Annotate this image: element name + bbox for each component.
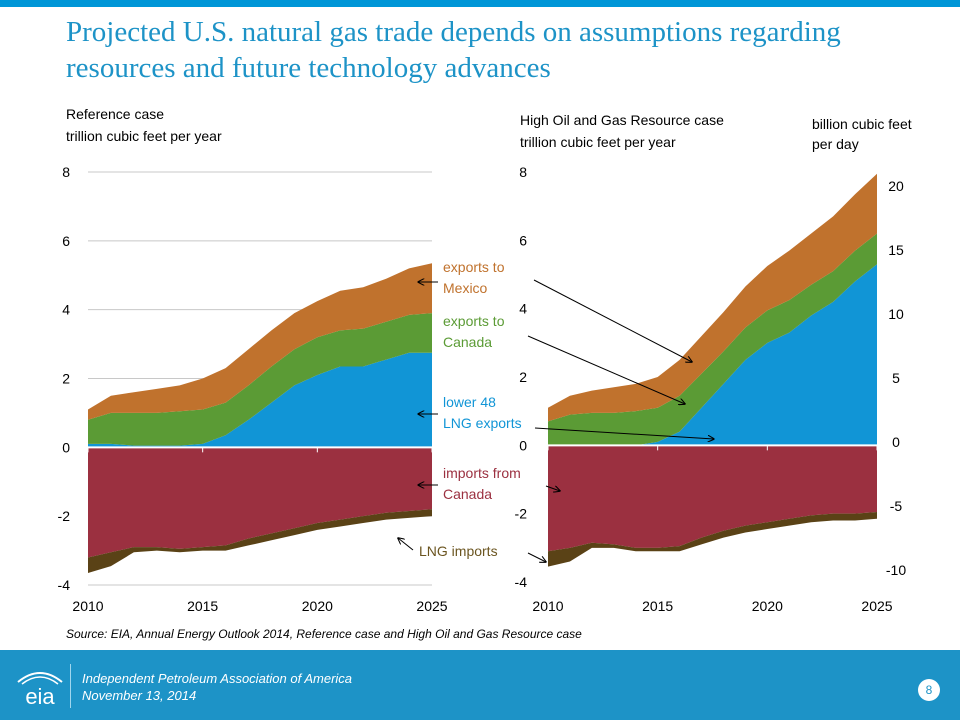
- page-title: Projected U.S. natural gas trade depends…: [66, 16, 841, 84]
- arrow-lower-48-lng-right: [534, 427, 714, 439]
- right-y-tick-label: 0: [519, 437, 527, 453]
- right-chart-title: High Oil and Gas Resource case: [520, 112, 724, 128]
- left-x-tick-label: 2025: [416, 598, 447, 614]
- left-y-tick-label: 2: [62, 371, 70, 387]
- right-y2-tick-label: -10: [886, 562, 906, 578]
- annotations: exports to Mexico exports to Canada lower 48…: [398, 259, 714, 562]
- left-area-lng-imports: [88, 509, 432, 573]
- left-x-tick-label: 2010: [72, 598, 103, 614]
- left-y-tick-label: -4: [58, 577, 71, 593]
- footer-organization: Independent Petroleum Association of Ame…: [82, 671, 353, 686]
- right-y2-tick-label: 20: [888, 178, 904, 194]
- annotation-exports-to-mexico-line1: exports to: [443, 259, 505, 275]
- arrow-lng-imports-right: [527, 552, 546, 562]
- page-number: 8: [918, 679, 940, 701]
- right-y-tick-label: 6: [519, 232, 527, 248]
- right-y2-tick-label: 5: [892, 370, 900, 386]
- left-chart-ylabel: trillion cubic feet per year: [66, 128, 222, 144]
- arrow-exports-to-mexico-right: [533, 279, 692, 362]
- annotation-exports-to-mexico-line2: Mexico: [443, 280, 488, 296]
- right-area-imports-from-canada: [548, 445, 877, 552]
- left-x-tick-label: 2020: [302, 598, 333, 614]
- right-y2-tick-label: 15: [888, 242, 904, 258]
- right-area-exports-to-canada: [548, 233, 877, 446]
- left-y-tick-label: 0: [62, 439, 70, 455]
- left-y-tick-label: -2: [58, 508, 71, 524]
- left-y-tick-label: 8: [62, 164, 70, 180]
- right-x-tick-label: 2015: [642, 598, 673, 614]
- footer-bar: eia Independent Petroleum Association of…: [0, 650, 960, 720]
- right-y2-tick-label: 0: [892, 434, 900, 450]
- annotation-imports-from-canada-line1: imports from: [443, 465, 521, 481]
- right-y-tick-label: -4: [515, 574, 528, 590]
- arrow-lng-imports-left: [398, 538, 414, 551]
- right-x-tick-label: 2025: [861, 598, 892, 614]
- right-y2-tick-label: -5: [890, 498, 903, 514]
- annotation-imports-from-canada-line2: Canada: [443, 486, 492, 502]
- right-chart-y2label: billion cubic feet per day: [812, 116, 912, 152]
- right-area-lower-48-lng-exports: [548, 264, 877, 446]
- right-y2-tick-label: 10: [888, 306, 904, 322]
- left-y-tick-label: 4: [62, 302, 70, 318]
- right-y-tick-label: 2: [519, 369, 527, 385]
- arrow-imports-from-canada-right: [545, 485, 560, 491]
- right-x-tick-label: 2010: [532, 598, 563, 614]
- eia-logo-icon: eia: [17, 672, 63, 709]
- annotation-exports-to-canada-line1: exports to: [443, 313, 505, 329]
- annotation-lower-48-lng-exports-line1: lower 48: [443, 394, 496, 410]
- left-chart: -4 -2 0 2 4 6 8 2010 2015 2020 2025: [58, 164, 448, 614]
- right-x-tick-label: 2020: [752, 598, 783, 614]
- right-area-lng-imports: [548, 511, 877, 567]
- source-note: Source: EIA, Annual Energy Outlook 2014,…: [66, 627, 582, 641]
- left-area-exports-to-mexico: [88, 263, 432, 420]
- right-area-exports-to-mexico: [548, 173, 877, 422]
- left-area-lower-48-lng-exports: [88, 352, 432, 448]
- right-chart-ylabel: trillion cubic feet per year: [520, 134, 676, 150]
- footer-date: November 13, 2014: [82, 688, 197, 703]
- top-accent-bar: [0, 0, 960, 7]
- right-y-tick-label: 4: [519, 301, 527, 317]
- annotation-exports-to-canada-line2: Canada: [443, 334, 492, 350]
- eia-logo-text: eia: [25, 684, 55, 709]
- left-y-tick-label: 6: [62, 233, 70, 249]
- right-y-tick-label: 8: [519, 164, 527, 180]
- left-x-tick-label: 2015: [187, 598, 218, 614]
- arrow-exports-to-canada-right: [527, 335, 685, 404]
- right-y-tick-label: -2: [515, 506, 528, 522]
- annotation-lower-48-lng-exports-line2: LNG exports: [443, 415, 522, 431]
- right-chart: -4 -2 0 2 4 6 8 -10 -5 0 5 10 15 20 2010 2015 2020 2025: [515, 164, 907, 614]
- left-area-exports-to-canada: [88, 313, 432, 446]
- left-chart-title: Reference case: [66, 106, 165, 122]
- footer-separator: [70, 664, 71, 708]
- left-area-imports-from-canada: [88, 447, 432, 558]
- annotation-lng-imports-line1: LNG imports: [419, 543, 498, 559]
